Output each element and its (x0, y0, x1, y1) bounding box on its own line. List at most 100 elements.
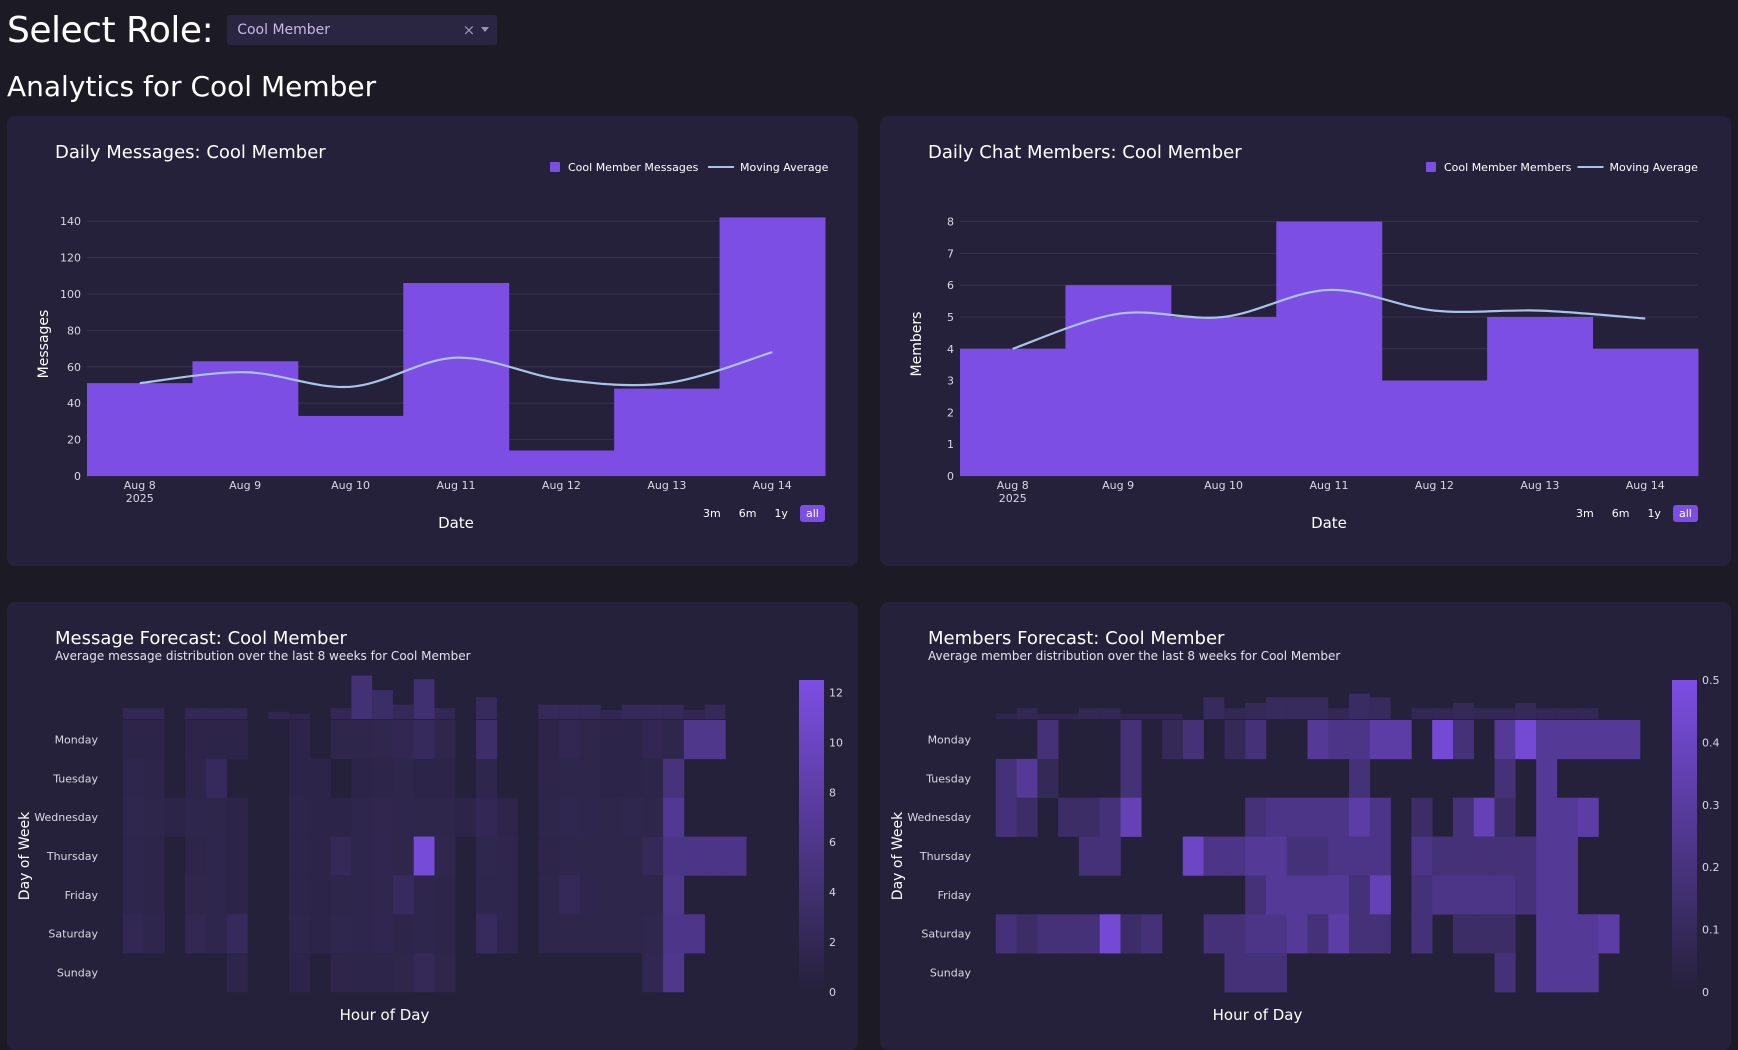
heatmap-cell (1598, 720, 1620, 760)
range-button-3m[interactable]: 3m (1570, 505, 1600, 522)
heatmap-cell (1162, 720, 1184, 760)
day-label: Monday (928, 733, 972, 746)
heatmap-cell (995, 797, 1017, 837)
marginal-bar (1536, 708, 1557, 719)
heatmap-cell (1556, 875, 1578, 915)
colorbar-tick-label: 10 (829, 736, 843, 749)
heatmap-cell (1432, 720, 1454, 760)
bar (297, 415, 404, 476)
clear-icon[interactable]: × (462, 21, 476, 39)
heatmap-cell (496, 914, 518, 954)
colorbar-tick-label: 0.4 (1702, 736, 1720, 749)
heatmap-cell (372, 797, 394, 837)
heatmap-cell (392, 914, 415, 954)
colorbar-tick-label: 2 (829, 936, 836, 949)
heatmap-cell (1099, 797, 1121, 837)
heatmap-cell (704, 720, 726, 760)
heatmap-cell (1536, 875, 1558, 915)
heatmap-cell (559, 758, 581, 799)
day-label: Thursday (46, 850, 99, 863)
role-dropdown[interactable]: Cool Member × (227, 15, 498, 45)
heatmap-cell (205, 758, 227, 799)
x-tick-label: Aug 11 (1310, 479, 1349, 492)
heatmap-cell (1494, 720, 1516, 760)
heatmap-cell (164, 797, 186, 837)
x-axis-title: Date (438, 514, 474, 532)
heatmap-cell (476, 836, 498, 876)
heatmap-cell (496, 797, 518, 837)
heatmap-cell (351, 758, 373, 799)
heatmap-cell (1536, 758, 1558, 799)
heatmap-cell (642, 875, 664, 915)
heatmap-cell (1078, 797, 1100, 837)
heatmap-cell (1224, 914, 1246, 954)
heatmap-cell (642, 953, 664, 993)
range-button-all[interactable]: all (1672, 505, 1698, 522)
range-button-3m[interactable]: 3m (697, 505, 727, 522)
marginal-bar (1016, 708, 1038, 719)
y-axis-title: Messages (36, 310, 52, 379)
heatmap-cell (205, 836, 227, 876)
range-button-all[interactable]: all (799, 505, 825, 522)
heatmap-cell (476, 914, 498, 954)
legend-swatch-bars (550, 162, 560, 172)
marginal-bar (995, 713, 1017, 719)
marginal-bar (1515, 702, 1537, 719)
heatmap-cell (642, 758, 664, 799)
x-tick-label: Aug 13 (1520, 479, 1559, 492)
x-year-label: 2025 (999, 492, 1027, 505)
chart-title: Daily Chat Members: Cool Member (928, 142, 1242, 163)
colorbar-tick-label: 12 (829, 686, 843, 699)
chevron-down-icon[interactable] (481, 27, 490, 32)
heatmap-cell (330, 836, 352, 876)
bar (87, 383, 193, 476)
marginal-bar (538, 704, 560, 719)
marginal-bar (621, 704, 643, 719)
marginal-bar (600, 709, 622, 719)
heatmap-cell (1536, 953, 1558, 993)
heatmap-cell (1286, 914, 1308, 954)
colorbar-tick-label: 0.1 (1702, 924, 1720, 937)
day-label: Thursday (919, 850, 972, 863)
heatmap-cell (309, 797, 331, 837)
heatmap-cell (683, 720, 705, 760)
heatmap-cell (1556, 797, 1578, 837)
heatmap-cell (434, 758, 456, 799)
heatmap-cell (185, 797, 207, 837)
x-tick-label: Aug 9 (229, 479, 261, 492)
heatmap-cell (434, 875, 456, 915)
range-selector: 3m 6m 1y all (1570, 505, 1698, 522)
colorbar-tick-label: 0.3 (1702, 799, 1720, 812)
day-label: Sunday (57, 967, 99, 980)
heatmap-cell (122, 720, 144, 760)
range-button-1y[interactable]: 1y (768, 505, 794, 522)
heatmap-cell (122, 758, 144, 799)
heatmap-cell (122, 836, 144, 876)
heatmap-cell (434, 836, 456, 876)
range-button-6m[interactable]: 6m (733, 505, 763, 522)
y-tick-label: 5 (947, 311, 954, 324)
marginal-bar (1120, 713, 1142, 719)
heatmap-cell (1494, 836, 1516, 876)
heatmap-cell (496, 836, 518, 876)
range-button-6m[interactable]: 6m (1606, 505, 1636, 522)
day-label: Tuesday (925, 772, 971, 785)
heatmap-cell (143, 797, 165, 837)
colorbar-tick-label: 6 (829, 836, 836, 849)
heatmap-cell (185, 836, 207, 876)
heatmap-cell (663, 953, 685, 993)
heatmap-cell (122, 875, 144, 915)
range-button-1y[interactable]: 1y (1641, 505, 1667, 522)
heatmap-cell (663, 914, 685, 954)
heatmap-cell (1037, 914, 1059, 954)
marginal-bar (413, 679, 435, 719)
heatmap-cell (663, 875, 685, 915)
heatmap-cell (1016, 914, 1038, 954)
heatmap-cell (1078, 914, 1100, 954)
heatmap-cell (392, 720, 415, 760)
colorbar-tick-label: 0.5 (1702, 674, 1720, 687)
heatmap-cell (1099, 836, 1121, 876)
heatmap-cell (143, 875, 165, 915)
heatmap-cell (1265, 836, 1288, 876)
moving-average-line (1012, 288, 1646, 350)
